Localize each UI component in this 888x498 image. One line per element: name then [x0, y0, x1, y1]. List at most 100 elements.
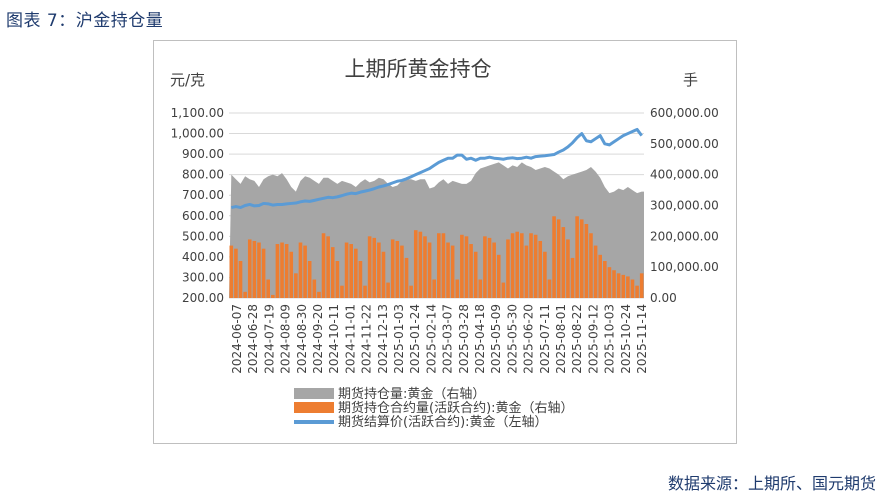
x-tick-label: 2025-09-12 — [586, 304, 600, 374]
active-open-interest-bar — [524, 245, 529, 298]
active-open-interest-bar — [483, 236, 487, 298]
active-open-interest-bar — [257, 242, 261, 298]
left-tick-label: 800.00 — [182, 168, 224, 182]
active-open-interest-bar — [340, 285, 344, 298]
active-open-interest-bar — [298, 242, 303, 298]
settlement-price-line — [230, 127, 643, 210]
active-open-interest-bar — [441, 233, 446, 298]
x-tick-label: 2025-01-03 — [392, 304, 406, 374]
x-tick-label: 2024-08-30 — [295, 304, 309, 374]
active-open-interest-bar — [284, 244, 289, 298]
right-tick-label: 200,000.00 — [650, 229, 719, 243]
active-open-interest-bar — [621, 274, 626, 299]
active-open-interest-bar — [252, 240, 257, 298]
x-tick-label: 2024-10-11 — [327, 304, 341, 374]
chart-svg: 上期所黄金持仓 元/克 手 200.00 300.00 400.00 500.00 60… — [170, 57, 719, 430]
active-open-interest-bar — [515, 231, 519, 298]
left-tick-label: 1,000.00 — [171, 127, 224, 141]
active-open-interest-bar — [552, 216, 556, 298]
active-open-interest-bar — [261, 248, 266, 298]
active-open-interest-bar — [450, 245, 455, 298]
active-open-interest-bar — [473, 251, 478, 298]
x-tick-label: 2025-10-03 — [603, 304, 617, 374]
active-open-interest-bar — [460, 234, 464, 298]
active-open-interest-bar — [409, 285, 413, 298]
x-tick-label: 2025-04-18 — [473, 304, 487, 374]
left-axis-ticks: 200.00 300.00 400.00 500.00 600.00 700.00 800.… — [171, 106, 224, 305]
legend-swatch — [294, 388, 334, 399]
active-open-interest-bar — [247, 239, 252, 298]
x-tick-label: 2024-12-13 — [376, 304, 390, 374]
active-open-interest-bar — [630, 279, 635, 298]
active-open-interest-bar — [238, 261, 243, 298]
chart-title: 上期所黄金持仓 — [345, 57, 492, 81]
active-open-interest-bar — [639, 273, 644, 298]
active-open-interest-bar — [349, 244, 353, 298]
active-open-interest-bar — [386, 282, 390, 298]
active-open-interest-bar — [234, 248, 238, 298]
active-open-interest-bar — [395, 240, 400, 298]
active-open-interest-bar — [335, 261, 340, 298]
active-open-interest-bar — [566, 239, 570, 298]
right-tick-label: 100,000.00 — [650, 260, 719, 274]
data-source: 数据来源：上期所、国元期货 — [667, 474, 876, 493]
x-tick-label: 2025-05-09 — [489, 304, 503, 374]
active-open-interest-bar — [400, 245, 404, 298]
active-open-interest-bar — [437, 233, 441, 298]
legend-swatch — [294, 402, 334, 413]
active-open-interest-bar — [506, 239, 510, 298]
active-open-interest-bar — [455, 279, 460, 298]
active-open-interest-bar — [487, 237, 492, 299]
active-open-interest-bar — [372, 237, 377, 299]
active-open-interest-bar — [496, 254, 501, 298]
x-tick-label: 2025-08-01 — [554, 304, 568, 374]
active-open-interest-bar — [390, 239, 395, 298]
left-tick-label: 300.00 — [182, 270, 224, 284]
left-axis-unit: 元/克 — [170, 71, 205, 89]
left-tick-label: 900.00 — [182, 147, 224, 161]
active-open-interest-bar — [635, 285, 639, 298]
left-tick-label: 500.00 — [182, 229, 224, 243]
active-open-interest-bar — [367, 236, 372, 298]
right-tick-label: 400,000.00 — [650, 168, 719, 182]
active-open-interest-bar — [589, 233, 593, 298]
active-open-interest-bar — [556, 219, 561, 299]
active-open-interest-bar — [271, 294, 275, 298]
right-axis-ticks: 0.00 100,000.00 200,000.00 300,000.00 400,00… — [650, 106, 719, 305]
active-open-interest-bar — [312, 279, 317, 298]
active-open-interest-bar — [307, 261, 312, 298]
active-open-interest-bar — [418, 231, 423, 298]
x-tick-label: 2024-11-22 — [360, 304, 374, 374]
active-open-interest-bar — [598, 254, 602, 298]
active-open-interest-bar — [547, 279, 552, 298]
legend-label: 期货结算价(活跃合约):黄金（左轴） — [338, 414, 548, 430]
active-open-interest-bar — [381, 251, 386, 298]
left-tick-label: 600.00 — [182, 209, 224, 223]
figure-caption: 图表 7：沪金持仓量 — [6, 11, 164, 31]
x-tick-label: 2025-03-28 — [457, 304, 471, 374]
active-open-interest-bar — [344, 242, 349, 298]
x-tick-label: 2025-02-14 — [424, 304, 438, 374]
active-open-interest-bar — [607, 267, 612, 298]
x-tick-label: 2025-01-24 — [408, 304, 422, 374]
active-open-interest-bar — [501, 282, 506, 298]
active-open-interest-bar — [575, 216, 579, 298]
active-open-interest-bar — [326, 236, 330, 298]
active-open-interest-bar — [469, 244, 473, 298]
x-tick-label: 2025-03-07 — [441, 304, 455, 374]
active-open-interest-bar — [626, 276, 630, 298]
active-open-interest-bar — [363, 285, 367, 298]
active-open-interest-bar — [543, 251, 547, 298]
active-open-interest-bar — [321, 233, 326, 298]
legend-label: 期货持仓合约量(活跃合约):黄金（右轴） — [338, 400, 574, 416]
x-tick-label: 2025-06-20 — [522, 304, 536, 374]
active-open-interest-bar — [413, 230, 418, 298]
x-tick-label: 2025-10-24 — [619, 304, 633, 374]
x-tick-label: 2025-07-11 — [538, 304, 552, 374]
legend-label: 期货持仓量:黄金（右轴） — [338, 386, 485, 402]
active-open-interest-bar — [404, 257, 409, 298]
left-tick-label: 200.00 — [182, 291, 224, 305]
right-tick-label: 300,000.00 — [650, 199, 719, 213]
legend: 期货持仓量:黄金（右轴）期货持仓合约量(活跃合约):黄金（右轴）期货结算价(活跃… — [294, 386, 574, 430]
right-tick-label: 0.00 — [650, 291, 677, 305]
